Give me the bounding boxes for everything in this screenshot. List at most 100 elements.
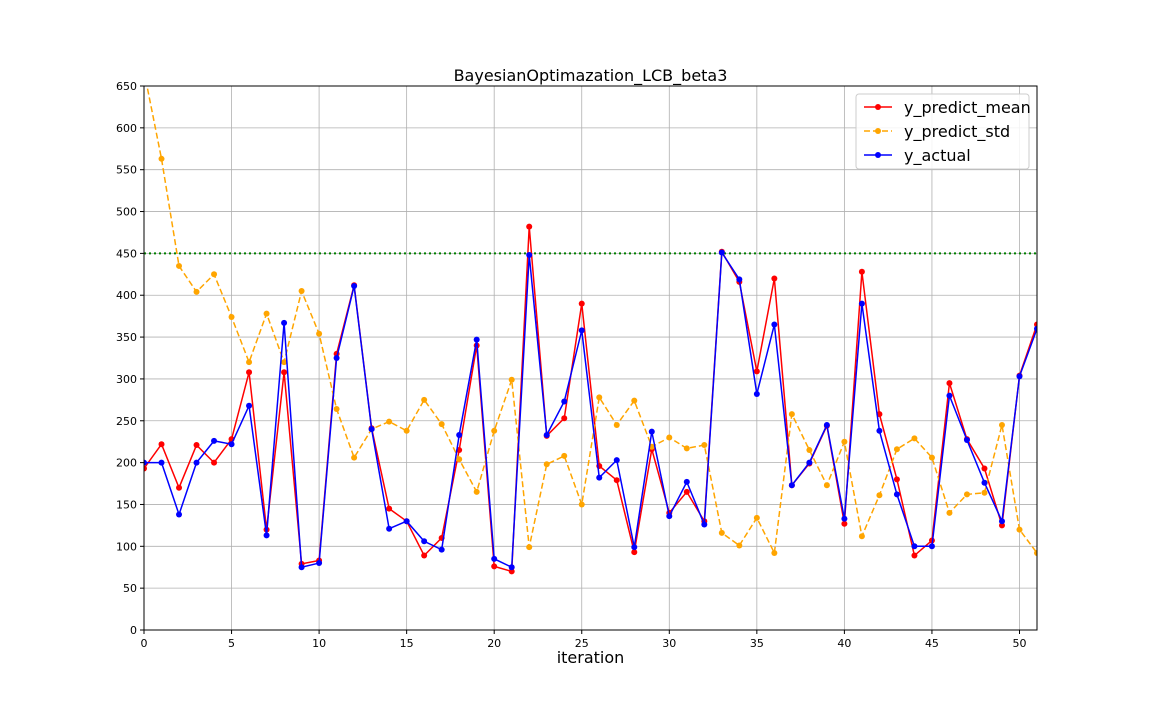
data-point-y_predict_mean <box>158 441 165 448</box>
data-point-y_predict_mean <box>526 223 533 230</box>
data-point-y_actual <box>158 459 165 466</box>
y-tick-label: 500 <box>116 206 137 219</box>
x-tick-label: 50 <box>1012 637 1026 650</box>
data-point-y_actual <box>491 555 498 562</box>
data-point-y_predict_std <box>351 454 358 461</box>
data-point-y_predict_std <box>263 310 270 317</box>
data-point-y_actual <box>281 319 288 326</box>
y-tick-label: 600 <box>116 122 137 135</box>
x-tick-label: 30 <box>662 637 676 650</box>
data-point-y_actual <box>578 327 585 334</box>
data-point-y_predict_std <box>823 482 830 489</box>
data-point-y_predict_std <box>228 313 235 320</box>
data-point-y_predict_std <box>718 529 725 536</box>
data-point-y_predict_std <box>403 427 410 434</box>
data-point-y_actual <box>736 276 743 283</box>
data-point-y_predict_mean <box>893 476 900 483</box>
x-tick-label: 5 <box>228 637 235 650</box>
legend-label: y_predict_mean <box>904 98 1031 118</box>
data-point-y_predict_mean <box>211 459 218 466</box>
x-tick-label: 15 <box>400 637 414 650</box>
data-point-y_actual <box>893 491 900 498</box>
data-point-y_predict_std <box>911 435 918 442</box>
data-point-y_actual <box>981 479 988 486</box>
data-point-y_predict_mean <box>508 568 515 575</box>
data-point-y_actual <box>316 560 323 567</box>
data-point-y_actual <box>701 521 708 528</box>
data-point-y_actual <box>753 390 760 397</box>
x-tick-label: 35 <box>750 637 764 650</box>
data-point-y_predict_mean <box>421 552 428 559</box>
data-point-y_actual <box>508 564 515 571</box>
legend-box <box>855 93 1030 170</box>
data-point-y_predict_std <box>316 330 323 337</box>
legend-label: y_predict_std <box>904 122 1010 142</box>
data-point-y_actual <box>368 426 375 433</box>
data-point-y_actual <box>911 543 918 550</box>
data-point-y_predict_std <box>893 446 900 453</box>
data-point-y_predict_std <box>1016 526 1023 533</box>
data-point-y_predict_mean <box>561 415 568 422</box>
data-point-y_actual <box>263 532 270 539</box>
data-point-y_predict_std <box>508 376 515 383</box>
data-point-y_predict_std <box>578 501 585 508</box>
x-tick-label: 10 <box>312 637 326 650</box>
data-point-y_predict_mean <box>246 369 253 376</box>
data-point-y_actual <box>526 252 533 259</box>
data-point-y_actual <box>631 544 638 551</box>
data-point-y_predict_std <box>561 452 568 459</box>
data-point-y_predict_std <box>491 427 498 434</box>
x-tick-label: 25 <box>575 637 589 650</box>
data-point-y_predict_std <box>1034 550 1037 557</box>
data-point-y_actual <box>333 355 340 361</box>
data-point-y_predict_std <box>281 359 288 366</box>
data-point-y_actual <box>841 515 848 522</box>
data-point-y_predict_std <box>683 445 690 452</box>
data-point-y_predict_std <box>141 68 147 74</box>
data-point-y_predict_mean <box>386 505 393 512</box>
data-point-y_predict_mean <box>911 552 918 559</box>
series-line-y_actual <box>144 250 1037 569</box>
axes-frame <box>143 85 1038 631</box>
legend-label: y_actual <box>904 146 971 166</box>
y-tick-label: 100 <box>116 540 137 553</box>
data-point-y_predict_std <box>473 488 480 495</box>
data-point-y_actual <box>403 518 410 525</box>
data-point-y_predict_std <box>981 489 988 496</box>
data-point-y_predict_std <box>298 288 305 295</box>
data-point-y_predict_mean <box>613 477 620 484</box>
data-point-y_predict_std <box>596 394 603 401</box>
data-point-y_predict_std <box>613 421 620 428</box>
y-tick-label: 350 <box>116 331 137 344</box>
data-point-y_predict_mean <box>998 522 1005 529</box>
x-tick-label: 45 <box>925 637 939 650</box>
data-point-y_predict_mean <box>858 268 865 275</box>
y-tick-label: 400 <box>116 289 137 302</box>
data-point-y_predict_mean <box>281 369 288 376</box>
data-point-y_actual <box>806 459 813 466</box>
data-point-y_actual <box>788 482 795 489</box>
legend-entry-y_predict_mean: y_predict_mean <box>864 98 1031 118</box>
data-point-y_actual <box>543 431 550 438</box>
data-point-y_predict_mean <box>683 488 690 495</box>
data-point-y_actual <box>928 543 935 550</box>
data-point-y_predict_std <box>736 542 743 549</box>
data-point-y_predict_std <box>631 397 638 404</box>
data-point-y_actual <box>823 421 830 428</box>
data-point-y_predict_std <box>438 421 445 428</box>
data-point-y_actual <box>963 437 970 444</box>
x-tick-label: 20 <box>487 637 501 650</box>
data-point-y_predict_std <box>386 418 393 425</box>
data-point-y_predict_mean <box>491 563 498 570</box>
data-point-y_actual <box>1016 373 1023 380</box>
data-point-y_actual <box>1034 325 1037 332</box>
data-point-y_actual <box>228 441 235 448</box>
data-point-y_actual <box>666 513 673 520</box>
data-point-y_predict_mean <box>176 484 183 491</box>
x-axis-label: iteration <box>557 648 625 667</box>
data-point-y_actual <box>596 474 603 481</box>
x-tick-label: 40 <box>837 637 851 650</box>
data-point-y_predict_std <box>456 456 463 463</box>
data-point-y_predict_mean <box>144 465 147 472</box>
